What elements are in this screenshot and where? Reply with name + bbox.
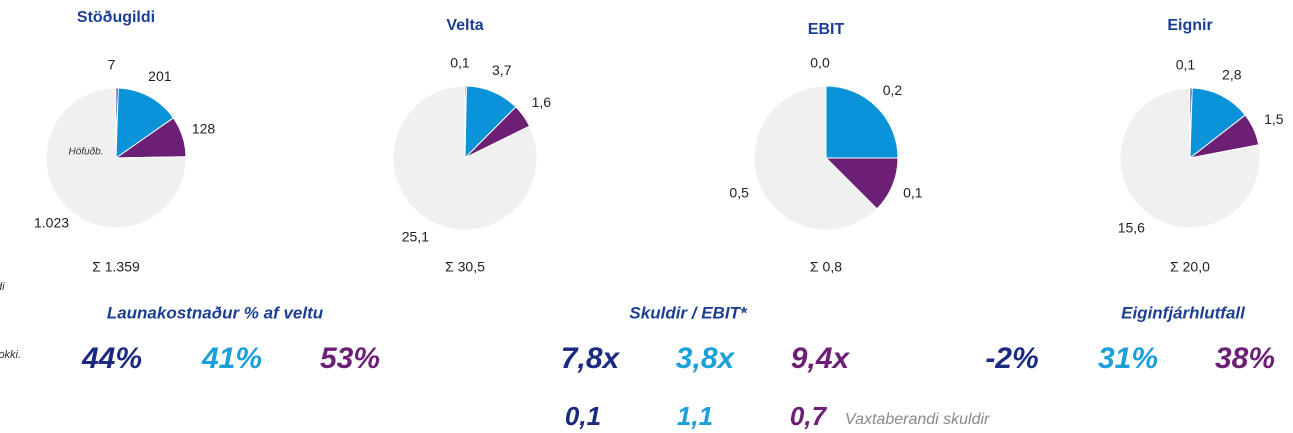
data-label: 2,8 <box>1222 67 1242 83</box>
pie-slice <box>1119 87 1261 229</box>
data-label: 201 <box>148 68 172 84</box>
data-label: 0,0 <box>810 55 830 71</box>
kpi-value: 9,4x <box>791 342 851 375</box>
pie-slice <box>115 87 175 159</box>
kpi-note: Vaxtaberandi skuldir <box>845 411 990 428</box>
data-label: 7 <box>108 57 116 73</box>
total-label: Σ 0,8 <box>810 259 842 275</box>
kpi-value: 44% <box>81 342 142 375</box>
slice-category: Höfuðb. <box>68 147 103 158</box>
left-note: lokki. <box>0 349 21 361</box>
kpi-value: 3,8x <box>676 342 736 375</box>
kpi-value: 38% <box>1215 342 1275 375</box>
chart-title: Velta <box>446 17 483 34</box>
kpi-secondary-value: 0,7 <box>790 401 828 431</box>
pie-slice <box>1189 87 1247 160</box>
data-label: 0,2 <box>883 82 903 98</box>
total-label: Σ 30,5 <box>445 259 485 275</box>
kpi-value: 53% <box>320 342 380 375</box>
data-label: 128 <box>192 120 216 136</box>
data-label: 0,5 <box>729 185 749 201</box>
kpi-secondary-value: 0,1 <box>565 401 601 431</box>
data-label: 3,7 <box>492 62 512 78</box>
chart-title: Stöðugildi <box>77 9 155 26</box>
pie-slice <box>45 87 187 229</box>
kpi-title: Eiginfjárhlutfall <box>1121 303 1246 322</box>
left-note: di <box>0 281 5 293</box>
data-label: 0,1 <box>903 185 923 201</box>
data-label: 0,1 <box>450 55 470 71</box>
kpi-secondary-value: 1,1 <box>677 401 713 431</box>
kpi-value: -2% <box>985 342 1038 375</box>
data-label: 1,6 <box>532 94 552 110</box>
pie-slice <box>825 85 899 159</box>
data-label: 15,6 <box>1118 220 1145 236</box>
chart-title: EBIT <box>808 21 845 38</box>
data-label: 0,1 <box>1176 57 1196 73</box>
kpi-value: 31% <box>1098 342 1158 375</box>
kpi-title: Launakostnaður % af veltu <box>107 303 324 322</box>
pie-slice <box>392 85 538 231</box>
data-label: 1.023 <box>34 214 69 230</box>
chart-title: Eignir <box>1167 17 1212 34</box>
kpi-value: 41% <box>201 342 262 375</box>
pie-slice <box>753 85 878 231</box>
data-label: 25,1 <box>402 229 429 245</box>
total-label: Σ 20,0 <box>1170 259 1210 275</box>
kpi-title: Skuldir / EBIT* <box>629 303 748 322</box>
total-label: Σ 1.359 <box>92 259 140 275</box>
data-label: 1,5 <box>1264 111 1284 127</box>
kpi-value: 7,8x <box>561 342 621 375</box>
